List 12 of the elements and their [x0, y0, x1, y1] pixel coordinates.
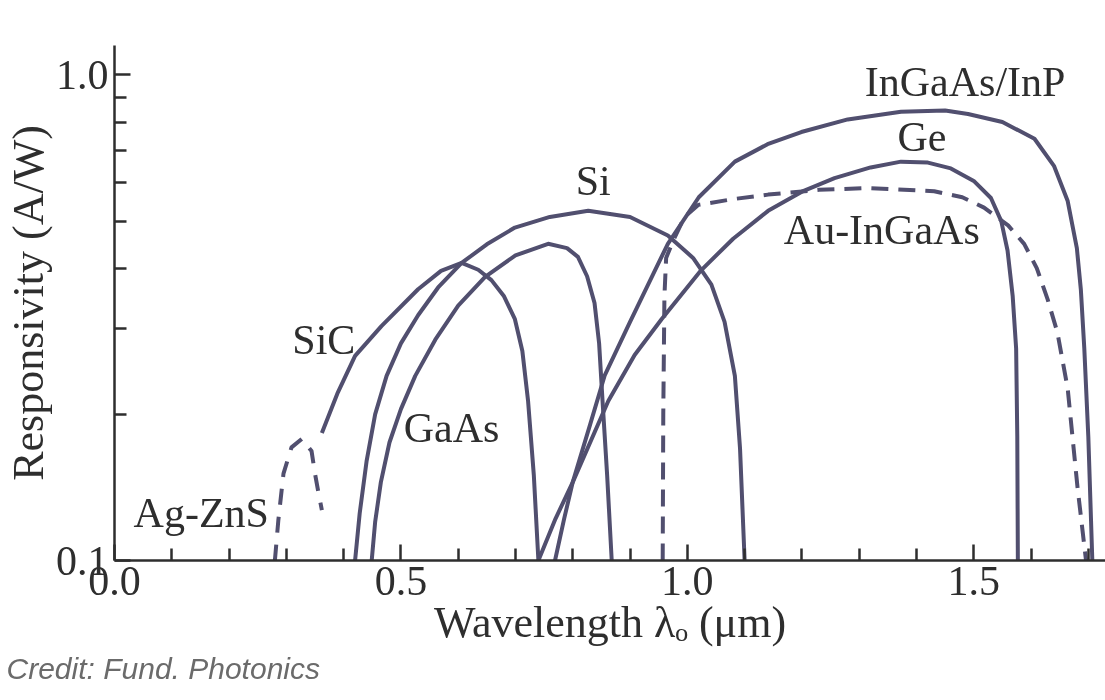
series-label: Si: [575, 157, 611, 204]
series-label: SiC: [292, 317, 356, 364]
y-axis-title: Responsivity (A/W): [4, 125, 53, 481]
series-label: Ag-ZnS: [133, 489, 269, 536]
series-label: Au-InGaAs: [783, 207, 980, 254]
series-label: InGaAs/InP: [864, 59, 1066, 106]
text: Credit: Fund. Photonics: [6, 651, 320, 685]
series-label: Ge: [897, 113, 947, 160]
x-tick-label: 1.5: [947, 557, 1000, 604]
x-tick-label: 0.5: [374, 557, 428, 604]
line-series: [272, 436, 324, 561]
series-label: GaAs: [403, 404, 500, 451]
